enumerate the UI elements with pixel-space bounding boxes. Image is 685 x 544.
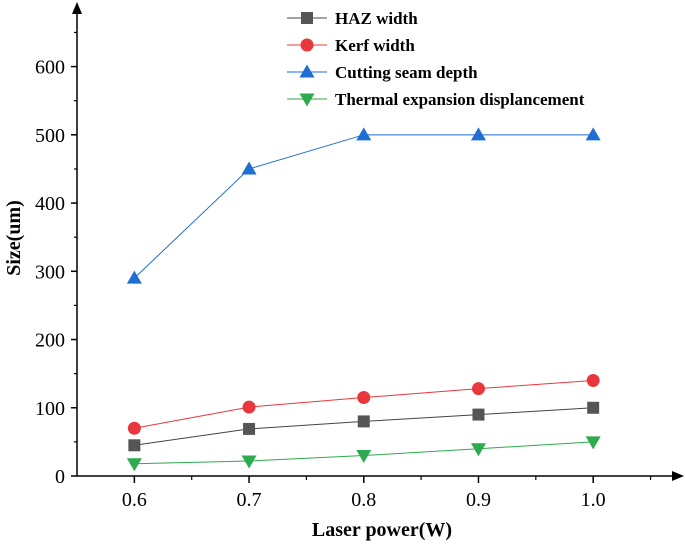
series-cutting-seam-depth <box>126 127 601 284</box>
data-point <box>586 373 600 387</box>
legend-marker <box>299 64 315 78</box>
x-axis-arrow <box>672 471 684 481</box>
y-tick-label: 0 <box>55 466 65 488</box>
x-tick-label: 1.0 <box>581 489 606 511</box>
legend-item: Thermal expansion displancement <box>287 90 585 109</box>
data-point <box>242 400 256 414</box>
series-haz-width <box>128 401 600 452</box>
data-point <box>470 127 486 141</box>
y-axis-title: Size(um) <box>3 200 25 276</box>
series-kerf-width <box>127 373 600 435</box>
legend-label: Thermal expansion displancement <box>335 90 585 109</box>
legend-marker <box>301 12 313 24</box>
legend-item: HAZ width <box>287 9 418 28</box>
x-tick-label: 0.7 <box>237 489 262 511</box>
data-point <box>127 421 141 435</box>
x-tick-label: 0.9 <box>466 489 491 511</box>
x-axis-title: Laser power(W) <box>312 519 452 541</box>
series-line <box>134 134 594 279</box>
x-tick-label: 0.6 <box>122 489 147 511</box>
data-point <box>585 127 601 141</box>
data-point <box>472 408 485 421</box>
legend-label: Cutting seam depth <box>335 63 478 82</box>
x-tick-label: 0.8 <box>351 489 376 511</box>
y-tick-label: 300 <box>35 261 65 283</box>
data-point <box>357 415 370 428</box>
legend: HAZ width Kerf width Cutting seam depth The… <box>287 9 585 109</box>
data-point <box>357 391 371 405</box>
y-tick-label: 200 <box>35 330 65 352</box>
data-point <box>356 127 372 141</box>
data-point <box>356 450 372 464</box>
legend-item: Cutting seam depth <box>287 63 478 82</box>
series-layer <box>126 127 601 472</box>
data-point <box>128 439 141 452</box>
data-point <box>126 458 142 472</box>
axes: 0 100 200 300 400 500 600 0.6 0.7 0.8 0.9 1.0 <box>35 2 684 511</box>
legend-marker <box>299 93 315 107</box>
data-point <box>587 401 600 414</box>
data-point <box>241 161 257 175</box>
legend-marker <box>300 38 314 52</box>
data-point <box>470 443 486 457</box>
y-tick-label: 600 <box>35 57 65 79</box>
legend-item: Kerf width <box>287 36 415 55</box>
y-tick-label: 500 <box>35 125 65 147</box>
data-point <box>471 382 485 396</box>
y-tick-label: 100 <box>35 398 65 420</box>
data-point <box>241 455 257 469</box>
y-tick-label: 400 <box>35 193 65 215</box>
data-point <box>585 436 601 450</box>
legend-label: HAZ width <box>335 9 418 28</box>
legend-label: Kerf width <box>335 36 415 55</box>
series-thermal-expansion-displancement <box>126 436 601 472</box>
data-point <box>126 270 142 284</box>
data-point <box>243 422 256 435</box>
y-axis-arrow <box>72 2 82 14</box>
